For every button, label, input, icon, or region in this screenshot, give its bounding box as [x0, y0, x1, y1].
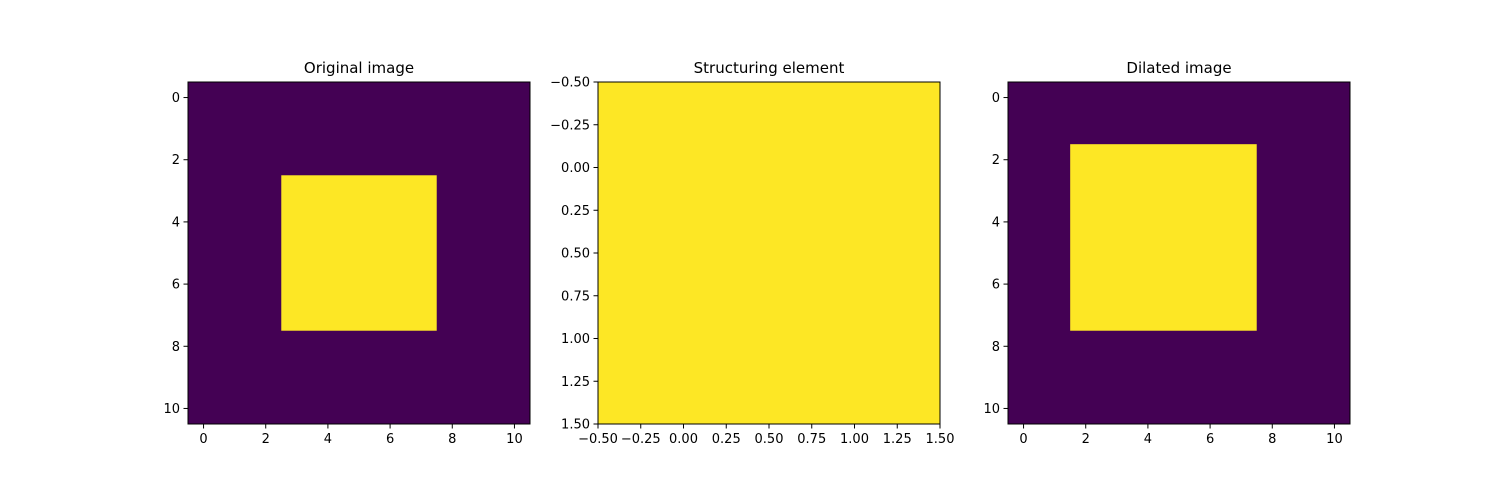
y-tick-label: 0: [172, 91, 180, 106]
subplot-1: Original image 0 2 4 6 8 10 0 2 4 6 8 10: [163, 59, 531, 447]
x-tick-label: 0.00: [669, 432, 698, 447]
y-tick-label: 0.75: [561, 289, 590, 304]
axes-frame: [187, 81, 531, 425]
y-tick-label: 1.50: [561, 418, 590, 433]
y-tick-label: 6: [172, 278, 180, 293]
y-tick-label: 10: [163, 402, 180, 417]
subplot-title: Dilated image: [1126, 59, 1231, 77]
y-tick-label: 0: [992, 91, 1000, 106]
x-tick-label: −0.25: [621, 432, 661, 447]
x-tick-label: 6: [1206, 432, 1214, 447]
x-tick-label: 0: [1019, 432, 1027, 447]
x-tick-label: 0: [199, 432, 207, 447]
y-tick-label: 0.50: [561, 247, 590, 262]
heatmap-filled-region: [598, 82, 940, 424]
subplot-2: Structuring element−0.50 −0.25 0.00 0.25 0.5…: [550, 59, 954, 447]
y-tick-label: 8: [172, 340, 180, 355]
y-tick-label: 0.25: [561, 204, 590, 219]
x-tick-label: 10: [506, 432, 523, 447]
x-tick-label: 1.25: [883, 432, 912, 447]
y-tick-label: −0.25: [550, 118, 590, 133]
subplot-title: Structuring element: [694, 59, 845, 77]
x-tick-label: 0.50: [755, 432, 784, 447]
x-tick-label: −0.50: [578, 432, 618, 447]
heatmap-filled-region: [1070, 144, 1257, 331]
y-tick-label: 1.00: [561, 332, 590, 347]
y-tick-label: 4: [172, 215, 180, 230]
y-tick-label: 4: [992, 215, 1000, 230]
subplot-title: Original image: [304, 59, 414, 77]
x-tick-label: 10: [1326, 432, 1343, 447]
x-tick-label: 8: [448, 432, 456, 447]
heatmap-filled-region: [281, 175, 437, 331]
x-tick-label: 4: [1144, 432, 1152, 447]
y-tick-label: 8: [992, 340, 1000, 355]
x-tick-label: 1.00: [840, 432, 869, 447]
subplot-3: Dilated image 0 2 4 6 8 10 0 2 4 6 8 10: [983, 59, 1351, 447]
axes-frame: [1007, 81, 1351, 425]
x-tick-label: 2: [1082, 432, 1090, 447]
x-tick-label: 0.75: [797, 432, 826, 447]
x-tick-label: 2: [262, 432, 270, 447]
y-tick-label: 10: [983, 402, 1000, 417]
y-tick-label: −0.50: [550, 76, 590, 91]
y-tick-label: 2: [172, 153, 180, 168]
x-tick-label: 0.25: [712, 432, 741, 447]
x-tick-label: 8: [1268, 432, 1276, 447]
y-tick-label: 6: [992, 278, 1000, 293]
x-tick-label: 6: [386, 432, 394, 447]
x-tick-label: 4: [324, 432, 332, 447]
y-tick-label: 2: [992, 153, 1000, 168]
y-tick-label: 0.00: [561, 161, 590, 176]
x-tick-label: 1.50: [926, 432, 955, 447]
y-tick-label: 1.25: [561, 375, 590, 390]
